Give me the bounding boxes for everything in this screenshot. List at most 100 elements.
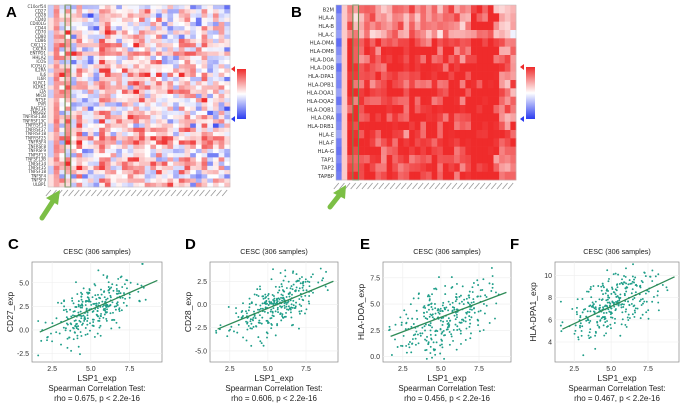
- scatter-point: [267, 293, 270, 295]
- heatmap-cell: [454, 88, 461, 97]
- scatter-point: [117, 277, 120, 280]
- scatter-point: [460, 294, 462, 297]
- heatmap-cell: [386, 46, 393, 56]
- heatmap-cell: [341, 21, 348, 31]
- heatmap-cell: [218, 123, 225, 129]
- heatmap-cell: [184, 140, 191, 145]
- heatmap-cell: [139, 76, 145, 82]
- heatmap-cell: [167, 123, 174, 129]
- heatmap-row-label: HLA-DRA: [311, 116, 335, 122]
- scatter-point: [264, 301, 266, 304]
- heatmap-cell: [224, 38, 231, 44]
- heatmap-cell: [161, 64, 168, 69]
- heatmap-cell: [510, 171, 517, 181]
- heatmap-cell: [110, 76, 117, 82]
- scatter-point: [577, 338, 580, 341]
- heatmap-cell: [99, 21, 106, 27]
- scatter-point: [295, 301, 297, 304]
- heatmap-cell: [218, 43, 225, 48]
- heatmap-cell: [510, 71, 517, 81]
- heatmap-cell: [336, 105, 342, 114]
- scatter-point: [614, 293, 617, 296]
- heatmap-cell: [53, 13, 60, 18]
- scatter-point: [589, 336, 592, 339]
- heatmap-cell: [184, 123, 191, 129]
- scatter-point: [60, 343, 62, 346]
- heatmap-cell: [53, 165, 60, 171]
- heatmap-cell: [369, 88, 376, 97]
- heatmap-cell: [133, 13, 140, 18]
- heatmap-cell: [224, 5, 231, 10]
- scatter-point: [611, 300, 614, 303]
- heatmap-cell: [87, 47, 94, 52]
- heatmap-cell: [201, 157, 208, 162]
- heatmap-cell: [454, 146, 461, 156]
- heatmap-cell: [476, 138, 483, 147]
- heatmap-cell: [375, 30, 382, 39]
- heatmap-row-label: HLA-DRB1: [307, 124, 334, 130]
- heatmap-cell: [161, 34, 168, 40]
- heatmap-cell: [195, 68, 202, 74]
- scatter-point: [96, 309, 99, 312]
- heatmap-cell: [93, 85, 100, 90]
- heatmap-cell: [127, 144, 134, 150]
- scatter-point: [76, 334, 79, 337]
- heatmap-cell: [476, 38, 483, 47]
- scatter-point: [609, 302, 612, 305]
- heatmap-cell: [156, 76, 163, 82]
- heatmap-cell: [409, 30, 416, 39]
- scatter-point: [233, 330, 235, 333]
- scatter-point: [579, 324, 581, 327]
- heatmap-cell: [104, 68, 111, 74]
- heatmap-cell: [207, 110, 214, 116]
- scatter-point: [91, 296, 94, 299]
- heatmap-cell: [510, 38, 517, 47]
- heatmap-cell: [364, 71, 371, 81]
- heatmap-cell: [144, 26, 151, 31]
- heatmap-cell: [454, 21, 461, 31]
- heatmap-cell: [178, 110, 185, 116]
- heatmap-cell: [133, 38, 140, 44]
- scatter-point: [608, 296, 611, 299]
- heatmap-cell: [127, 38, 134, 44]
- heatmap-col-label: [468, 182, 475, 190]
- heatmap-cell: [127, 165, 134, 171]
- heatmap-cell: [195, 81, 202, 86]
- heatmap-cell: [173, 157, 180, 162]
- heatmap-cell: [82, 17, 89, 23]
- scatter-point: [69, 308, 72, 311]
- heatmap-cell: [442, 130, 449, 139]
- scatter-point: [423, 315, 426, 318]
- scatter-point: [439, 310, 442, 313]
- scatter-point: [589, 285, 592, 288]
- heatmap-cell: [104, 64, 111, 69]
- scatter-point: [252, 316, 255, 319]
- heatmap-cell: [207, 178, 214, 184]
- heatmap-cell: [510, 105, 517, 114]
- heatmap-cell: [99, 26, 106, 31]
- heatmap-cell: [161, 182, 168, 188]
- heatmap-cell: [173, 178, 180, 184]
- scatter-point: [604, 292, 607, 295]
- heatmap-cell: [426, 55, 432, 64]
- heatmap-cell: [437, 121, 444, 131]
- heatmap-cell: [218, 76, 225, 82]
- heatmap-cell: [53, 72, 60, 78]
- scatter-point: [81, 303, 84, 306]
- scatter-point: [123, 292, 125, 295]
- heatmap-cell: [178, 136, 185, 141]
- scatter-point: [644, 292, 647, 295]
- heatmap-cell: [121, 93, 128, 99]
- scatter-point: [275, 301, 278, 304]
- heatmap-cell: [375, 55, 382, 64]
- scatter-point: [429, 345, 432, 348]
- scatter-point: [613, 322, 616, 324]
- heatmap-cell: [110, 110, 117, 116]
- scatter-point: [425, 311, 428, 313]
- heatmap-cell: [93, 165, 100, 171]
- heatmap-cell: [358, 121, 365, 131]
- scatter-point: [116, 304, 119, 306]
- heatmap-cell: [224, 85, 231, 90]
- heatmap-cell: [116, 55, 123, 61]
- scatter-point: [289, 287, 292, 290]
